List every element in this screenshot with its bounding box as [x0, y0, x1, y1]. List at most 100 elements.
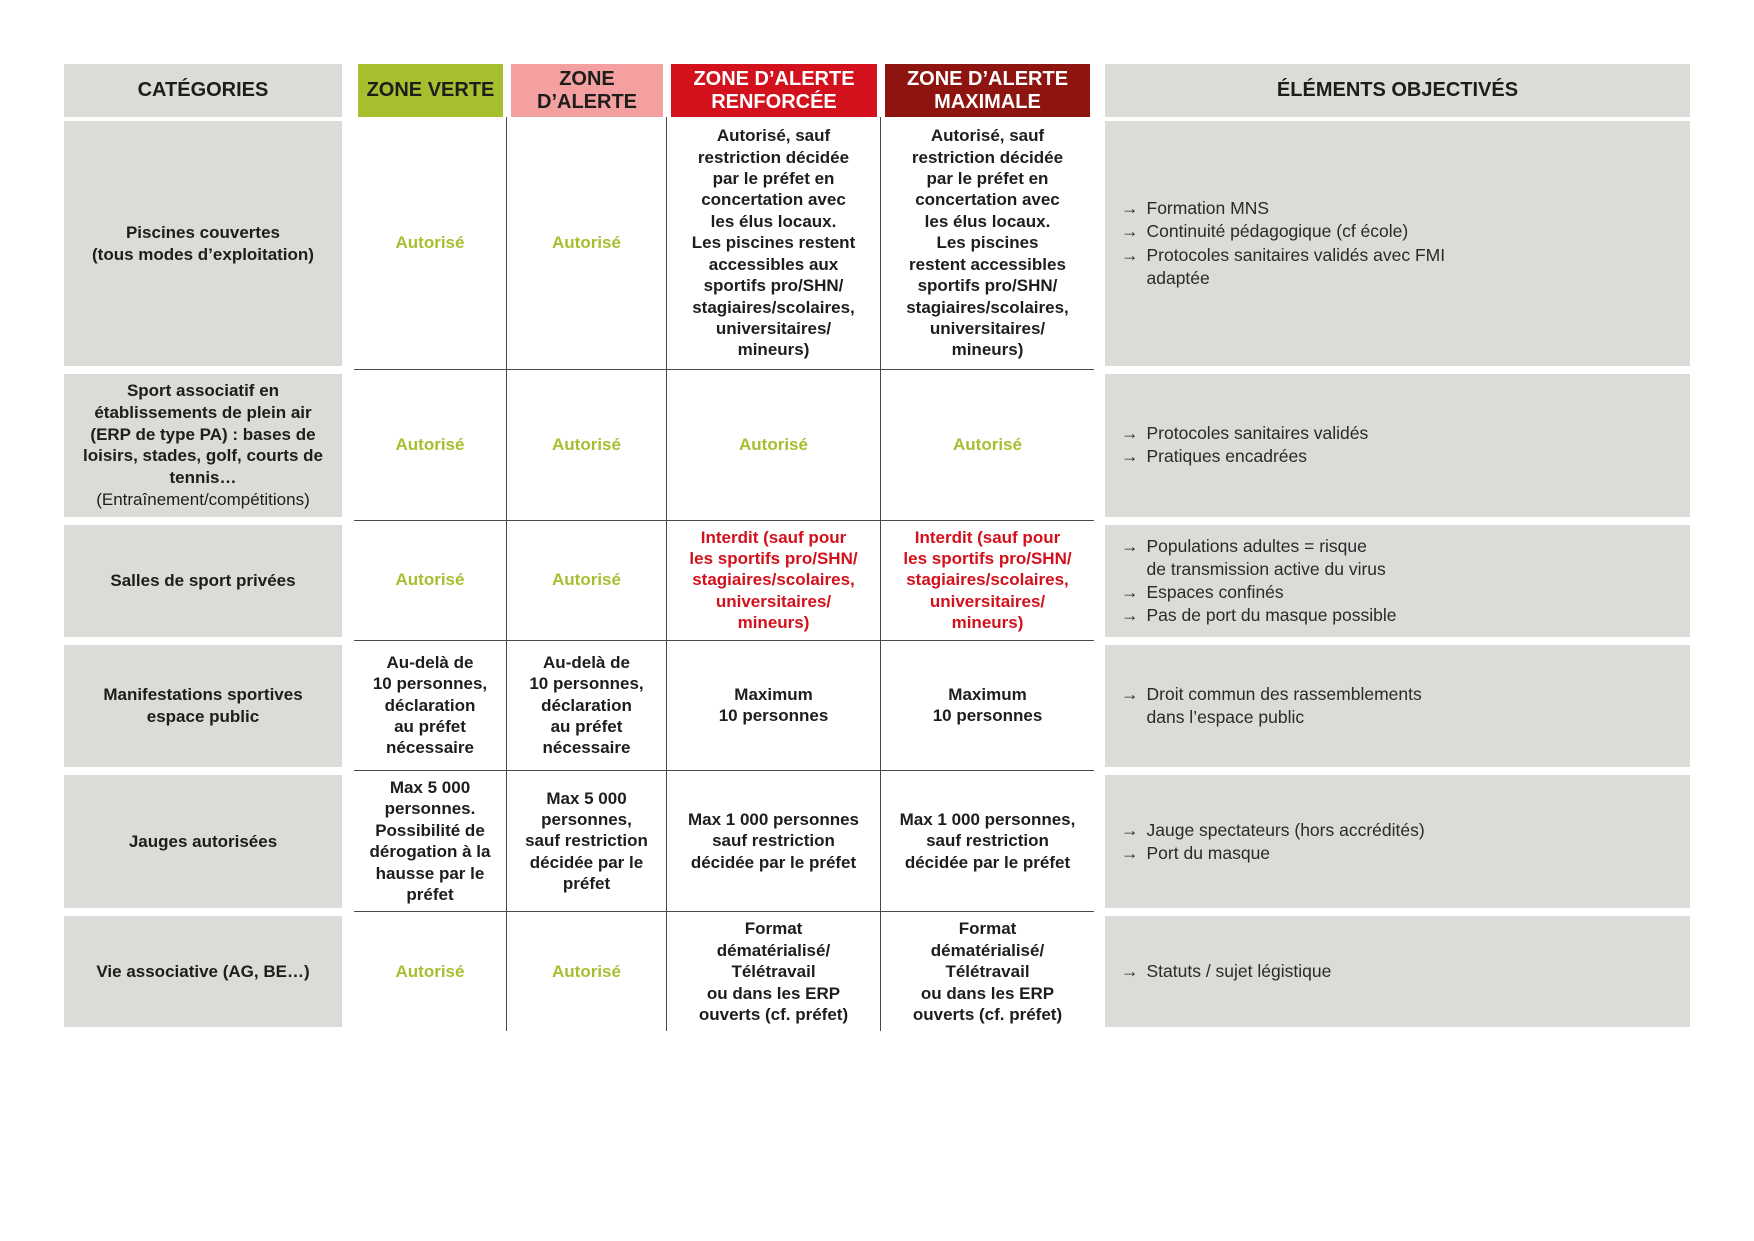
zone-cell: Autorisé [354, 520, 507, 641]
element-item: → Espaces confinés [1121, 581, 1674, 604]
element-text: Protocoles sanitaires validés [1146, 423, 1369, 444]
element-text: Formation MNS [1146, 198, 1270, 219]
element-item: → Pratiques encadrées [1121, 445, 1674, 468]
category-cell: Salles de sport privées [64, 524, 342, 637]
category-sublabel: (Entraînement/compétitions) [96, 489, 310, 509]
zone-status-text: Autorisé, sauf restriction décidée par l… [691, 126, 856, 360]
arrow-icon: → [1121, 198, 1139, 219]
zone-status-text: Autorisé [395, 233, 465, 253]
header-zone-verte: ZONE VERTE [358, 64, 503, 117]
zone-cell: Max 1 000 personnes, sauf restriction dé… [881, 770, 1094, 913]
zone-status-text: Max 5 000 personnes. Possibilité de déro… [369, 777, 491, 904]
zone-cell: Autorisé [354, 370, 507, 521]
element-text: Statuts / sujet légistique [1146, 961, 1332, 982]
zone-cell: Au-delà de 10 personnes, déclaration au … [507, 640, 667, 771]
zone-cell: Format dématérialisé/ Télétravail ou dan… [881, 912, 1094, 1032]
zone-cell: Autorisé, sauf restriction décidée par l… [881, 117, 1094, 370]
zone-status-text: Autorisé [552, 435, 621, 455]
element-item: → Port du masque [1121, 842, 1674, 865]
table-grid: CATÉGORIES ZONE VERTE ZONE D’ALERTE ZONE… [64, 64, 1690, 1032]
element-text: Pratiques encadrées [1146, 446, 1308, 467]
zone-cell: Maximum 10 personnes [667, 640, 881, 771]
element-item: → Jauge spectateurs (hors accrédités) [1121, 819, 1674, 842]
category-cell: Sport associatif en établissements de pl… [64, 374, 342, 517]
zone-status-text: Autorisé [395, 570, 465, 590]
header-zone-alerte-renforcee: ZONE D’ALERTE RENFORCÉE [671, 64, 877, 117]
element-item: → Formation MNS [1121, 197, 1674, 220]
category-cell: Manifestations sportives espace public [64, 644, 342, 767]
zone-status-text: Interdit (sauf pour les sportifs pro/SHN… [903, 527, 1072, 633]
category-label: Piscines couvertes (tous modes d’exploit… [92, 222, 314, 264]
element-item: → Statuts / sujet légistique [1121, 960, 1674, 983]
zone-status-text: Autorisé [552, 962, 621, 982]
element-text: Continuité pédagogique (cf école) [1146, 221, 1409, 242]
arrow-icon: → [1121, 961, 1139, 982]
header-zone-alerte-maximale: ZONE D’ALERTE MAXIMALE [885, 64, 1090, 117]
zone-cell: Autorisé [507, 520, 667, 641]
zone-status-text: Max 1 000 personnes sauf restriction déc… [687, 809, 860, 872]
zone-cell: Autorisé [507, 117, 667, 370]
arrow-icon: → [1121, 535, 1139, 556]
zone-cell: Format dématérialisé/ Télétravail ou dan… [667, 912, 881, 1032]
element-text: Port du masque [1146, 842, 1271, 863]
zone-status-text: Max 1 000 personnes, sauf restriction dé… [899, 809, 1076, 872]
arrow-icon: → [1121, 683, 1139, 704]
zone-cell: Max 5 000 personnes, sauf restriction dé… [507, 770, 667, 913]
element-item: → Droit commun des rassemblements dans l’… [1121, 683, 1674, 729]
zone-cell: Autorisé [881, 370, 1094, 521]
elements-cell: → Statuts / sujet légistique [1105, 916, 1690, 1028]
zone-cell: Interdit (sauf pour les sportifs pro/SHN… [667, 520, 881, 641]
category-cell: Vie associative (AG, BE…) [64, 916, 342, 1028]
zone-cell: Maximum 10 personnes [881, 640, 1094, 771]
arrow-icon: → [1121, 604, 1139, 625]
zone-status-text: Format dématérialisé/ Télétravail ou dan… [912, 919, 1063, 1024]
zone-status-text: Max 5 000 personnes, sauf restriction dé… [525, 788, 648, 894]
element-text: Jauge spectateurs (hors accrédités) [1146, 819, 1425, 840]
arrow-icon: → [1121, 423, 1139, 444]
zone-status-text: Autorisé [552, 570, 621, 590]
zone-cell: Interdit (sauf pour les sportifs pro/SHN… [881, 520, 1094, 641]
zone-cell: Autorisé [667, 370, 881, 521]
zone-cell: Max 1 000 personnes sauf restriction déc… [667, 770, 881, 913]
category-cell: Jauges autorisées [64, 774, 342, 909]
zone-cell: Autorisé [354, 912, 507, 1032]
arrow-icon: → [1121, 819, 1139, 840]
arrow-icon: → [1121, 244, 1139, 265]
element-text: Protocoles sanitaires validés avec FMI a… [1146, 244, 1446, 288]
elements-cell: → Protocoles sanitaires validés → Pratiques… [1105, 374, 1690, 517]
category-label: Salles de sport privées [110, 570, 296, 590]
header-elements-objectives: ÉLÉMENTS OBJECTIVÉS [1105, 64, 1690, 117]
header-zone-alerte: ZONE D’ALERTE [511, 64, 663, 117]
elements-cell: → Populations adultes = risque de transmi… [1105, 524, 1690, 637]
zone-status-text: Autorisé [395, 962, 465, 982]
element-text: Espaces confinés [1146, 581, 1284, 602]
zone-status-text: Maximum 10 personnes [718, 684, 829, 726]
zone-status-text: Autorisé [739, 435, 808, 455]
zone-status-text: Au-delà de 10 personnes, déclaration au … [372, 652, 488, 758]
zone-status-text: Autorisé [395, 435, 465, 455]
arrow-icon: → [1121, 842, 1139, 863]
zone-cell: Autorisé [354, 117, 507, 370]
zone-cell: Autorisé [507, 912, 667, 1032]
header-categories: CATÉGORIES [64, 64, 342, 117]
arrow-icon: → [1121, 581, 1139, 602]
elements-cell: → Droit commun des rassemblements dans l’… [1105, 644, 1690, 767]
element-item: → Protocoles sanitaires validés avec FMI … [1121, 244, 1674, 290]
zone-cell: Au-delà de 10 personnes, déclaration au … [354, 640, 507, 771]
category-label: Sport associatif en établissements de pl… [83, 381, 323, 487]
category-label: Jauges autorisées [128, 831, 278, 851]
element-item: → Populations adultes = risque de transmi… [1121, 535, 1674, 581]
zone-status-text: Format dématérialisé/ Télétravail ou dan… [698, 919, 849, 1024]
arrow-icon: → [1121, 221, 1139, 242]
element-item: → Pas de port du masque possible [1121, 604, 1674, 627]
category-label: Manifestations sportives espace public [103, 685, 303, 726]
zone-status-text: Au-delà de 10 personnes, déclaration au … [529, 652, 644, 758]
restrictions-table: CATÉGORIES ZONE VERTE ZONE D’ALERTE ZONE… [64, 64, 1690, 1032]
element-text: Pas de port du masque possible [1146, 604, 1397, 625]
element-text: Populations adultes = risque de transmis… [1146, 535, 1386, 579]
elements-cell: → Jauge spectateurs (hors accrédités) → Por… [1105, 774, 1690, 909]
zone-status-text: Autorisé [953, 435, 1022, 455]
zone-cell: Max 5 000 personnes. Possibilité de déro… [354, 770, 507, 913]
zone-status-text: Autorisé, sauf restriction décidée par l… [906, 126, 1069, 360]
zone-status-text: Maximum 10 personnes [932, 684, 1043, 726]
